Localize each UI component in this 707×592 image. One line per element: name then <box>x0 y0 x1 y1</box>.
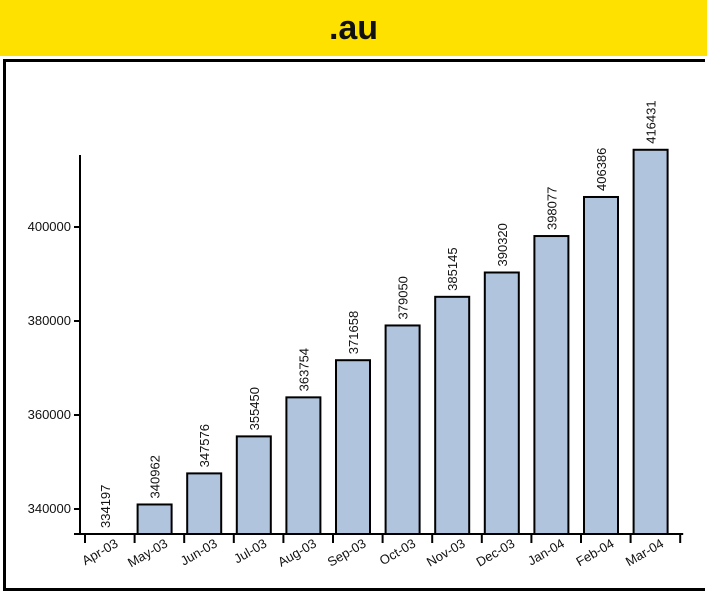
chart-title: .au <box>328 8 379 47</box>
y-tick-label: 400000 <box>28 219 71 234</box>
bar <box>533 235 570 536</box>
x-tick-label: Feb-04 <box>573 536 616 570</box>
x-tick-label: Nov-03 <box>424 536 468 570</box>
bar <box>235 435 272 536</box>
bar-value-label: 398077 <box>544 187 559 230</box>
bar <box>285 396 322 535</box>
bar <box>434 295 471 536</box>
bar <box>384 324 421 535</box>
bar <box>186 472 223 535</box>
x-tick-label: Jul-03 <box>231 536 269 567</box>
y-tick-label: 340000 <box>28 501 71 516</box>
x-tick-label: Sep-03 <box>325 536 369 570</box>
bar <box>483 271 520 535</box>
bar-value-label: 385145 <box>445 247 460 290</box>
bar <box>335 359 371 535</box>
bar-value-label: 340962 <box>148 455 163 498</box>
x-tick-label: Aug-03 <box>275 536 319 570</box>
bar-value-label: 379050 <box>396 276 411 319</box>
bar-value-label: 406386 <box>594 148 609 191</box>
y-tick-label: 360000 <box>28 407 71 422</box>
bar-value-label: 390320 <box>495 223 510 266</box>
bar <box>583 195 619 535</box>
bar-value-label: 416431 <box>644 100 659 143</box>
bar-value-label: 355450 <box>247 387 262 430</box>
chart-title-bar: .au <box>0 0 707 56</box>
bar <box>632 148 669 536</box>
bar-value-label: 347576 <box>197 424 212 467</box>
bar <box>136 503 173 536</box>
x-tick-label: Dec-03 <box>473 536 517 570</box>
y-tick-label: 380000 <box>28 313 71 328</box>
x-tick-label: Mar-04 <box>623 536 666 570</box>
bar-value-label: 371658 <box>346 311 361 354</box>
x-tick-label: May-03 <box>125 536 170 571</box>
bar-value-label: 334197 <box>98 485 113 528</box>
bar-value-label: 363754 <box>296 348 311 391</box>
